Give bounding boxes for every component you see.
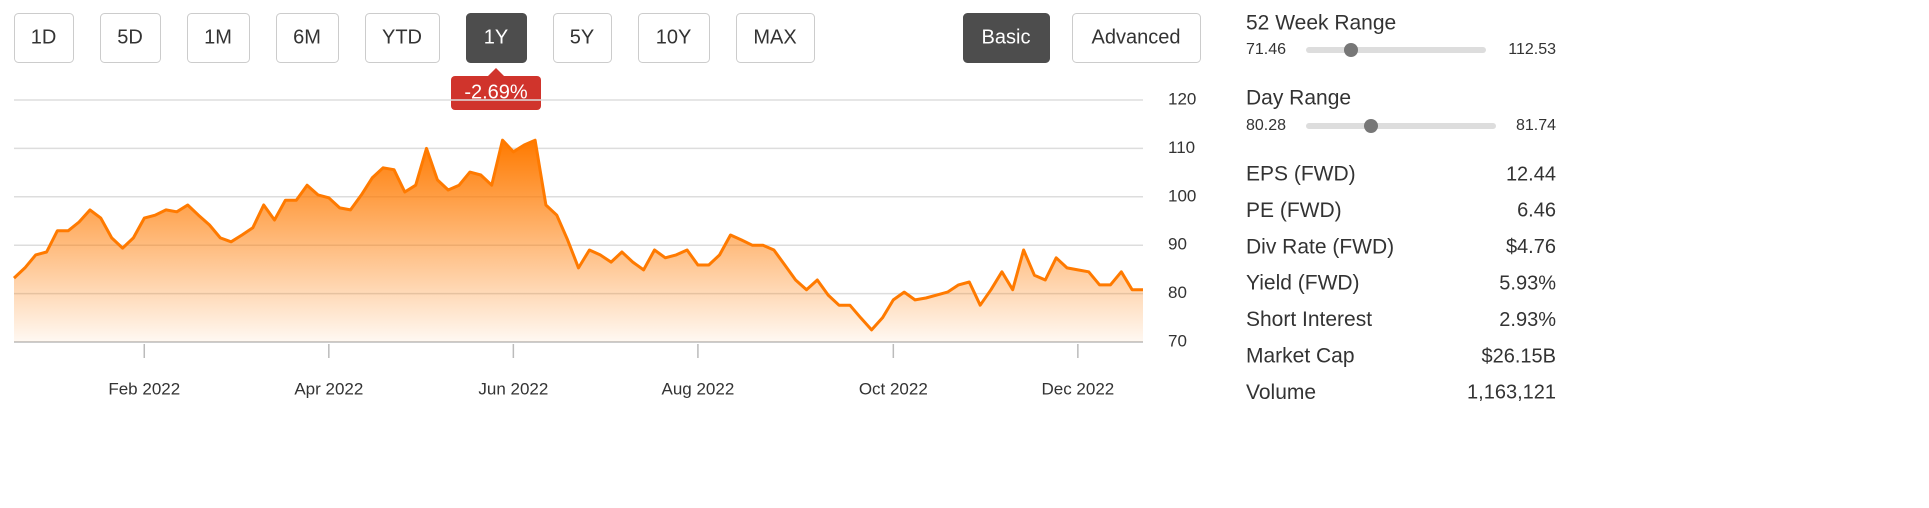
stat-label: Volume	[1246, 381, 1316, 404]
price-line	[12, 138, 1143, 332]
x-tick-label: Feb 2022	[108, 379, 180, 398]
range-button[interactable]	[100, 13, 161, 63]
stat-value: 1,163,121	[1467, 382, 1556, 404]
range-button[interactable]	[553, 13, 612, 63]
x-tick-label: Jun 2022	[478, 379, 548, 398]
stat-title: Day Range	[1246, 87, 1351, 110]
range-label[interactable]: 5D	[117, 26, 143, 48]
range-button[interactable]	[736, 13, 815, 63]
y-tick-label: 70	[1168, 331, 1187, 350]
stat-label: EPS (FWD)	[1246, 163, 1356, 186]
mode-label[interactable]: Basic	[982, 26, 1031, 48]
range-button[interactable]	[187, 13, 250, 63]
stat-high: 112.53	[1508, 41, 1556, 58]
range-button[interactable]	[466, 13, 527, 63]
stat-label: Short Interest	[1246, 308, 1372, 331]
range-button[interactable]	[14, 13, 74, 63]
range-thumb	[1364, 119, 1378, 133]
mode-button[interactable]	[963, 13, 1050, 63]
stat-value: $26.15B	[1481, 345, 1556, 367]
stat-low: 80.28	[1246, 117, 1286, 134]
range-label[interactable]: YTD	[382, 26, 422, 48]
y-tick-label: 80	[1168, 283, 1187, 302]
y-tick-label: 120	[1168, 89, 1196, 108]
range-button[interactable]	[365, 13, 440, 63]
range-label[interactable]: 1D	[31, 26, 57, 48]
mode-label[interactable]: Advanced	[1092, 26, 1181, 48]
stat-value: 12.44	[1506, 163, 1556, 185]
range-button[interactable]	[638, 13, 710, 63]
range-label[interactable]: MAX	[753, 26, 796, 48]
stat-label: Yield (FWD)	[1246, 272, 1360, 295]
stat-value: 2.93%	[1499, 309, 1556, 331]
price-area	[14, 140, 1143, 342]
stat-title: 52 Week Range	[1246, 12, 1396, 35]
x-tick-label: Apr 2022	[294, 379, 363, 398]
range-track	[1306, 123, 1496, 129]
badge-pointer	[488, 68, 504, 76]
range-label[interactable]: 1Y	[484, 26, 508, 48]
x-tick-label: Dec 2022	[1041, 379, 1114, 398]
y-tick-label: 110	[1168, 138, 1195, 157]
stat-value: 6.46	[1517, 200, 1556, 222]
stat-low: 71.46	[1246, 41, 1286, 58]
range-button[interactable]	[276, 13, 339, 63]
range-thumb	[1344, 43, 1358, 57]
x-tick-label: Aug 2022	[662, 379, 735, 398]
x-tick-label: Oct 2022	[859, 379, 928, 398]
range-label[interactable]: 10Y	[656, 26, 692, 48]
y-tick-label: 100	[1168, 186, 1196, 205]
stat-label: PE (FWD)	[1246, 199, 1342, 222]
range-track	[1306, 47, 1486, 53]
change-badge	[451, 76, 541, 110]
stat-high: 81.74	[1516, 117, 1556, 134]
stat-value: $4.76	[1506, 236, 1556, 258]
stat-label: Div Rate (FWD)	[1246, 235, 1394, 258]
stat-value: 5.93%	[1499, 272, 1556, 294]
change-text: -2.69%	[464, 81, 528, 103]
stat-label: Market Cap	[1246, 345, 1355, 368]
y-tick-label: 90	[1168, 235, 1187, 254]
range-label[interactable]: 6M	[293, 26, 321, 48]
range-label[interactable]: 5Y	[570, 26, 594, 48]
range-label[interactable]: 1M	[204, 26, 232, 48]
mode-button[interactable]	[1072, 13, 1201, 63]
